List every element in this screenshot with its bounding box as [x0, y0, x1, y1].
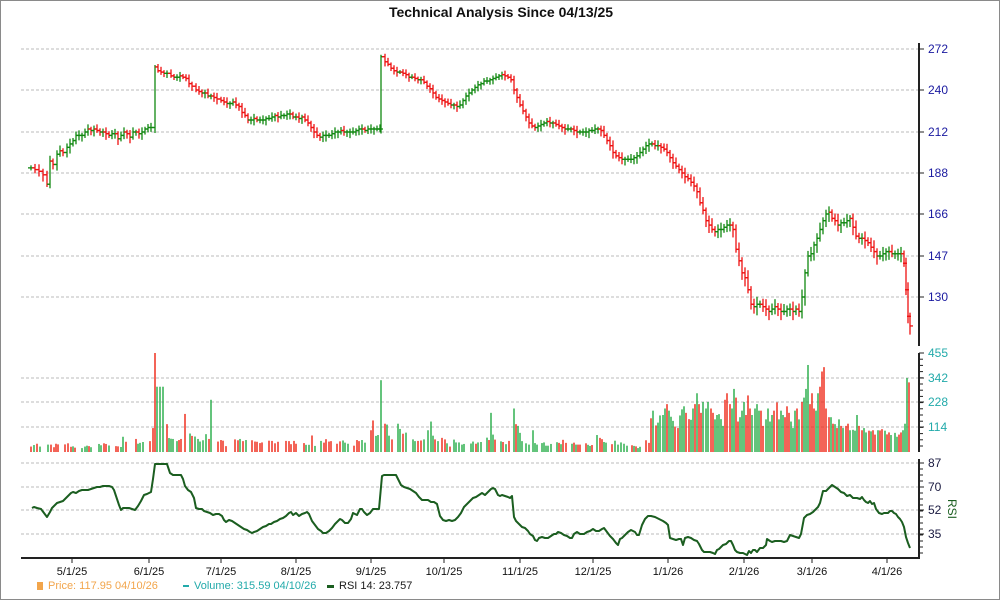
chart-title: Technical Analysis Since 04/13/25 [388, 4, 614, 20]
y-tick-label: 87 [928, 456, 942, 470]
rsi-axis-label: RSI [945, 499, 959, 519]
y-tick-label: 240 [928, 83, 948, 97]
x-tick-label: 12/1/25 [575, 566, 612, 578]
y-tick-label: 70 [928, 480, 942, 494]
y-tick-label: 35 [928, 527, 942, 541]
y-tick-label: 166 [928, 207, 948, 221]
x-tick-label: 7/1/25 [206, 566, 237, 578]
price-swatch-icon [37, 582, 43, 591]
legend-price-label: Price: 117.95 04/10/26 [48, 580, 158, 592]
legend-volume-label: Volume: 315.59 04/10/26 [194, 580, 317, 592]
x-tick-label: 10/1/25 [426, 566, 463, 578]
y-tick-label: 228 [928, 395, 948, 409]
x-tick-label: 6/1/25 [134, 566, 165, 578]
y-tick-label: 114 [928, 420, 947, 434]
legend-rsi: RSI 14: 23.757 [327, 580, 412, 592]
rsi-line [31, 463, 911, 556]
legend-rsi-label: RSI 14: 23.757 [339, 580, 413, 592]
y-tick-label: 188 [928, 166, 948, 180]
y-tick-label: 130 [928, 290, 948, 304]
x-tick-label: 3/1/26 [797, 566, 828, 578]
x-tick-label: 8/1/25 [281, 566, 312, 578]
y-tick-label: 272 [928, 42, 948, 56]
x-tick-label: 1/1/26 [653, 566, 684, 578]
y-tick-label: 455 [928, 346, 948, 360]
x-tick-label: 5/1/25 [57, 566, 88, 578]
y-tick-label: 52 [928, 503, 942, 517]
y-tick-label: 342 [928, 371, 948, 385]
x-tick-label: 9/1/25 [356, 566, 387, 578]
legend-volume: Volume: 315.59 04/10/26 [183, 580, 316, 592]
x-tick-label: 2/1/26 [729, 566, 760, 578]
volume-swatch-icon [183, 585, 189, 588]
x-tick-label: 11/1/25 [502, 566, 538, 578]
x-tick-label: 4/1/26 [872, 566, 903, 578]
y-tick-label: 147 [928, 249, 948, 263]
rsi-swatch-icon [327, 584, 334, 588]
legend-price: Price: 117.95 04/10/26 [37, 580, 158, 592]
y-tick-label: 212 [928, 125, 948, 139]
